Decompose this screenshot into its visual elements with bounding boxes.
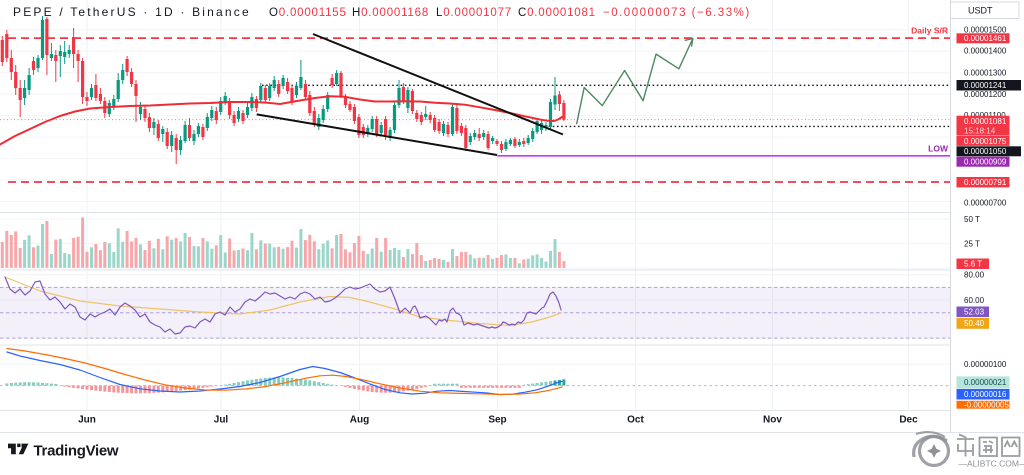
svg-text:Dec: Dec xyxy=(899,415,918,426)
svg-text:O0.00001155: O0.00001155 xyxy=(269,7,347,19)
svg-text:Jun: Jun xyxy=(78,415,96,426)
svg-text:-0.00000005: -0.00000005 xyxy=(964,401,1009,410)
svg-text:—ALIBTC.COM—: —ALIBTC.COM— xyxy=(959,459,1024,469)
svg-text:25 T: 25 T xyxy=(964,239,980,248)
svg-text:0.00001200: 0.00001200 xyxy=(964,90,1007,99)
svg-text:60.00: 60.00 xyxy=(964,296,985,305)
svg-text:0.00000791: 0.00000791 xyxy=(964,178,1007,187)
svg-text:−0.00000073 (−6.33%): −0.00000073 (−6.33%) xyxy=(603,7,751,19)
svg-text:15:18:14: 15:18:14 xyxy=(964,127,996,136)
svg-text:80.00: 80.00 xyxy=(964,271,985,280)
svg-text:0.00000909: 0.00000909 xyxy=(964,158,1007,167)
svg-text:0.00001075: 0.00001075 xyxy=(964,137,1007,146)
svg-text:LOW: LOW xyxy=(928,144,949,154)
svg-text:L0.00001077: L0.00001077 xyxy=(436,7,512,19)
svg-text:0.00001050: 0.00001050 xyxy=(964,147,1007,156)
svg-text:Nov: Nov xyxy=(763,415,782,426)
svg-text:0.00000700: 0.00000700 xyxy=(964,198,1007,207)
svg-text:TradingView: TradingView xyxy=(34,443,119,460)
svg-text:50 T: 50 T xyxy=(964,215,980,224)
svg-text:H0.00001168: H0.00001168 xyxy=(352,7,429,19)
svg-text:0.00001241: 0.00001241 xyxy=(964,81,1007,90)
svg-text:C0.00001081: C0.00001081 xyxy=(518,7,596,19)
svg-text:5.6 T: 5.6 T xyxy=(964,260,982,269)
svg-text:52.03: 52.03 xyxy=(964,308,985,317)
svg-text:PEPE / TetherUS · 1D · Binance: PEPE / TetherUS · 1D · Binance xyxy=(13,5,251,19)
svg-text:0.00000016: 0.00000016 xyxy=(964,390,1007,399)
svg-text:Daily S/R: Daily S/R xyxy=(911,26,948,36)
svg-text:USDT: USDT xyxy=(968,6,993,16)
svg-text:Jul: Jul xyxy=(214,415,229,426)
svg-text:50.40: 50.40 xyxy=(964,319,985,328)
svg-text:0.00000021: 0.00000021 xyxy=(964,378,1007,387)
svg-text:0.00001300: 0.00001300 xyxy=(964,68,1007,77)
svg-text:0.00000100: 0.00000100 xyxy=(964,360,1007,369)
svg-text:0.00001461: 0.00001461 xyxy=(964,34,1007,43)
svg-text:Sep: Sep xyxy=(488,415,506,426)
svg-text:Oct: Oct xyxy=(627,415,644,426)
svg-text:Aug: Aug xyxy=(350,415,369,426)
svg-text:0.00001081: 0.00001081 xyxy=(964,117,1007,126)
svg-text:0.00001400: 0.00001400 xyxy=(964,46,1007,55)
